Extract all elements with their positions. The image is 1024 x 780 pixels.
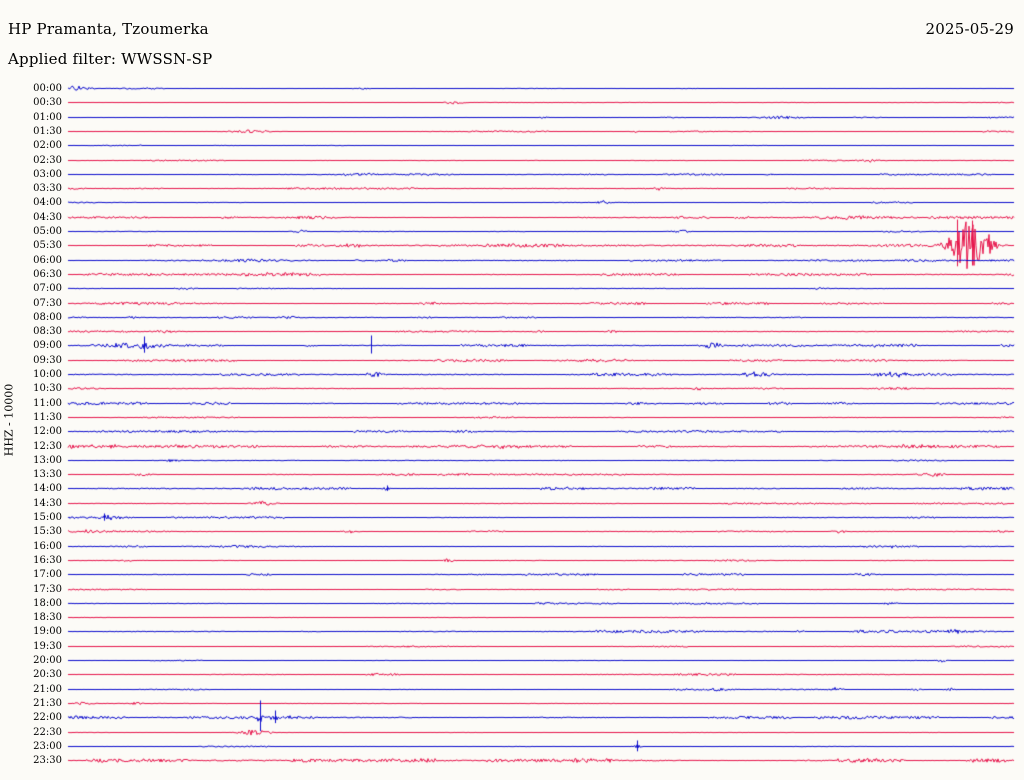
- trace-time-label: 01:30: [33, 126, 62, 137]
- trace-time-label: 08:30: [33, 326, 62, 337]
- trace-time-label: 12:30: [33, 441, 62, 452]
- trace-time-label: 03:30: [33, 183, 62, 194]
- trace-time-label: 11:00: [33, 398, 62, 409]
- filter-label: Applied filter: WWSSN-SP: [8, 50, 213, 68]
- trace-time-label: 10:00: [33, 369, 62, 380]
- trace-time-label: 06:30: [33, 269, 62, 280]
- trace-time-label: 16:30: [33, 555, 62, 566]
- trace-time-label: 05:00: [33, 226, 62, 237]
- trace-time-label: 09:30: [33, 355, 62, 366]
- page-title: HP Pramanta, Tzoumerka: [8, 20, 209, 38]
- date-label: 2025-05-29: [925, 20, 1014, 38]
- trace-time-label: 13:00: [33, 455, 62, 466]
- trace-time-label: 12:00: [33, 426, 62, 437]
- trace-time-label: 17:00: [33, 569, 62, 580]
- trace-time-label: 21:30: [33, 698, 62, 709]
- trace-time-label: 15:30: [33, 526, 62, 537]
- trace-time-label: 13:30: [33, 469, 62, 480]
- trace-time-label: 14:00: [33, 483, 62, 494]
- trace-time-label: 17:30: [33, 584, 62, 595]
- trace-time-label: 16:00: [33, 541, 62, 552]
- trace-time-label: 22:00: [33, 712, 62, 723]
- trace-time-label: 10:30: [33, 383, 62, 394]
- trace-time-label: 04:00: [33, 197, 62, 208]
- trace-time-label: 07:00: [33, 283, 62, 294]
- trace-time-label: 03:00: [33, 169, 62, 180]
- trace-time-label: 21:00: [33, 684, 62, 695]
- trace-time-label: 09:00: [33, 340, 62, 351]
- trace-time-label: 22:30: [33, 727, 62, 738]
- trace-time-label: 20:30: [33, 669, 62, 680]
- trace-time-label: 00:00: [33, 83, 62, 94]
- trace-time-label: 20:00: [33, 655, 62, 666]
- trace-time-label: 08:00: [33, 312, 62, 323]
- trace-time-label: 23:30: [33, 755, 62, 766]
- trace-time-label: 02:30: [33, 155, 62, 166]
- trace-time-label: 19:30: [33, 641, 62, 652]
- trace-time-label: 04:30: [33, 212, 62, 223]
- trace-time-label: 01:00: [33, 112, 62, 123]
- trace-time-label: 14:30: [33, 498, 62, 509]
- trace-time-label: 02:00: [33, 140, 62, 151]
- trace-time-label: 06:00: [33, 255, 62, 266]
- trace-time-label: 23:00: [33, 741, 62, 752]
- trace-time-label: 00:30: [33, 97, 62, 108]
- trace-time-label: 19:00: [33, 626, 62, 637]
- trace-time-label: 18:30: [33, 612, 62, 623]
- trace-time-label: 05:30: [33, 240, 62, 251]
- trace-time-label: 15:00: [33, 512, 62, 523]
- trace-time-label: 11:30: [33, 412, 62, 423]
- trace-time-label: 07:30: [33, 298, 62, 309]
- trace-time-label: 18:00: [33, 598, 62, 609]
